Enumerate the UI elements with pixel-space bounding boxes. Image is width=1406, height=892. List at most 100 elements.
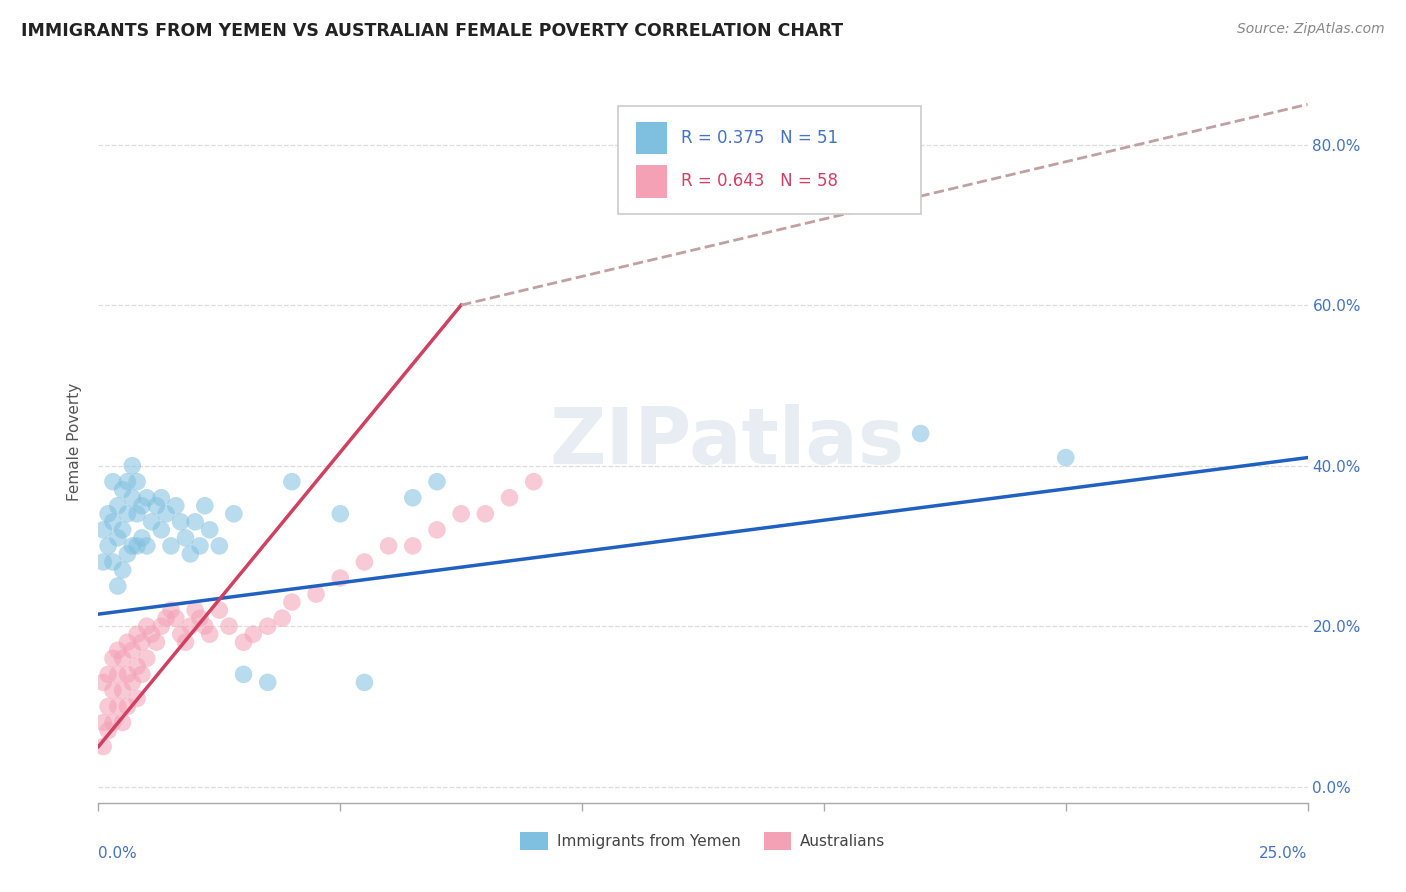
- Point: [111, 523, 134, 537]
- Point: [127, 539, 149, 553]
- Point: [101, 651, 124, 665]
- Point: [188, 611, 211, 625]
- Point: [111, 563, 134, 577]
- Point: [135, 651, 157, 665]
- Legend: Immigrants from Yemen, Australians: Immigrants from Yemen, Australians: [515, 826, 891, 856]
- Point: [97, 507, 120, 521]
- Point: [101, 555, 124, 569]
- Point: [329, 507, 352, 521]
- Point: [91, 523, 114, 537]
- Point: [165, 499, 187, 513]
- Point: [426, 523, 449, 537]
- Point: [160, 539, 183, 553]
- Text: Source: ZipAtlas.com: Source: ZipAtlas.com: [1237, 22, 1385, 37]
- Text: R = 0.643   N = 58: R = 0.643 N = 58: [682, 172, 838, 190]
- Point: [111, 683, 134, 698]
- Point: [498, 491, 520, 505]
- Point: [111, 483, 134, 497]
- Point: [329, 571, 352, 585]
- Point: [91, 555, 114, 569]
- Point: [97, 539, 120, 553]
- Point: [117, 475, 139, 489]
- Point: [107, 667, 129, 681]
- Point: [194, 499, 217, 513]
- Point: [145, 499, 167, 513]
- Point: [135, 539, 157, 553]
- Point: [141, 515, 163, 529]
- Point: [402, 539, 425, 553]
- Point: [101, 715, 124, 730]
- Point: [127, 627, 149, 641]
- Point: [402, 491, 425, 505]
- Point: [242, 627, 264, 641]
- Point: [155, 507, 177, 521]
- Bar: [637, 122, 666, 154]
- Point: [127, 691, 149, 706]
- Point: [184, 603, 207, 617]
- Point: [377, 539, 399, 553]
- Point: [141, 627, 163, 641]
- Point: [305, 587, 328, 601]
- Point: [194, 619, 217, 633]
- Point: [523, 475, 546, 489]
- Point: [101, 475, 124, 489]
- Point: [107, 499, 129, 513]
- Point: [121, 458, 143, 473]
- Point: [1054, 450, 1077, 465]
- Point: [117, 547, 139, 561]
- Point: [910, 426, 932, 441]
- Point: [107, 579, 129, 593]
- Point: [353, 555, 375, 569]
- Point: [91, 715, 114, 730]
- Point: [474, 507, 496, 521]
- Point: [174, 531, 197, 545]
- Point: [117, 635, 139, 649]
- Point: [169, 515, 191, 529]
- Point: [117, 667, 139, 681]
- Point: [208, 603, 231, 617]
- Point: [135, 619, 157, 633]
- Point: [111, 715, 134, 730]
- Point: [127, 475, 149, 489]
- Point: [426, 475, 449, 489]
- Point: [101, 683, 124, 698]
- FancyBboxPatch shape: [619, 105, 921, 214]
- Point: [179, 619, 201, 633]
- Bar: [637, 165, 666, 198]
- Point: [165, 611, 187, 625]
- Point: [121, 491, 143, 505]
- Point: [121, 675, 143, 690]
- Point: [127, 659, 149, 673]
- Point: [218, 619, 240, 633]
- Point: [450, 507, 472, 521]
- Point: [208, 539, 231, 553]
- Point: [353, 675, 375, 690]
- Point: [135, 491, 157, 505]
- Point: [91, 739, 114, 754]
- Point: [179, 547, 201, 561]
- Point: [188, 539, 211, 553]
- Point: [97, 723, 120, 738]
- Point: [281, 595, 304, 609]
- Text: 25.0%: 25.0%: [1260, 847, 1308, 861]
- Point: [198, 627, 221, 641]
- Text: IMMIGRANTS FROM YEMEN VS AUSTRALIAN FEMALE POVERTY CORRELATION CHART: IMMIGRANTS FROM YEMEN VS AUSTRALIAN FEMA…: [21, 22, 844, 40]
- Point: [91, 675, 114, 690]
- Point: [160, 603, 183, 617]
- Point: [256, 675, 278, 690]
- Y-axis label: Female Poverty: Female Poverty: [67, 383, 83, 500]
- Point: [169, 627, 191, 641]
- Point: [101, 515, 124, 529]
- Point: [131, 499, 153, 513]
- Point: [117, 699, 139, 714]
- Point: [150, 619, 173, 633]
- Point: [155, 611, 177, 625]
- Point: [256, 619, 278, 633]
- Point: [131, 635, 153, 649]
- Point: [107, 531, 129, 545]
- Point: [271, 611, 294, 625]
- Point: [232, 635, 254, 649]
- Point: [145, 635, 167, 649]
- Point: [107, 699, 129, 714]
- Point: [121, 643, 143, 657]
